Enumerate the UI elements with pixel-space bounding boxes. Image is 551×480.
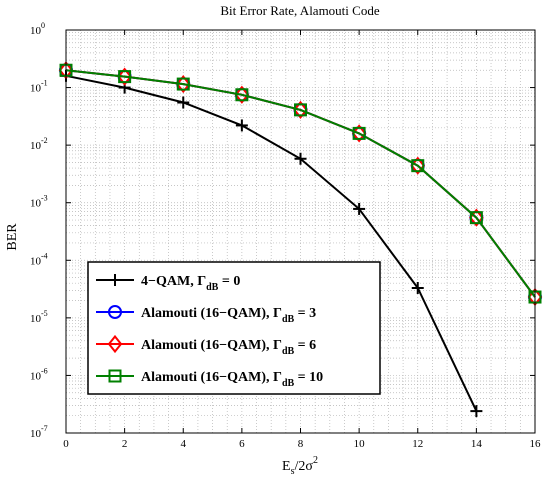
- y-tick-base: 10: [30, 140, 42, 152]
- y-tick-base: 10: [30, 313, 42, 325]
- legend-entry: Alamouti (16−QAM), ΓdB = 3: [96, 305, 316, 325]
- legend-label-sub: dB: [206, 282, 219, 293]
- legend-label-main: 4−QAM, Γ: [141, 274, 206, 289]
- y-axis-label: BER: [5, 223, 20, 251]
- x-tick-label: 0: [63, 438, 69, 450]
- y-tick-exponent: -5: [41, 309, 48, 318]
- chart-title: Bit Error Rate, Alamouti Code: [220, 3, 379, 18]
- y-tick-exponent: -4: [41, 251, 48, 260]
- legend-label-rest: = 3: [294, 306, 316, 321]
- x-axis-label-sup: 2: [313, 455, 318, 466]
- y-tick-label: 100: [30, 21, 45, 37]
- x-axis-label-rest: /2σ: [295, 459, 314, 474]
- y-tick-label: 10-4: [30, 251, 48, 267]
- x-tick-label: 10: [354, 438, 366, 450]
- y-tick-base: 10: [30, 198, 42, 210]
- y-tick-exponent: -2: [41, 136, 48, 145]
- legend-label-main: Alamouti (16−QAM), Γ: [141, 370, 282, 385]
- y-tick-exponent: -3: [41, 194, 48, 203]
- y-tick-label: 10-6: [30, 366, 48, 382]
- y-tick-base: 10: [30, 83, 42, 95]
- x-axis-label-sub: s: [291, 466, 295, 477]
- square-marker: [469, 211, 483, 225]
- series-line: [65, 74, 478, 412]
- y-tick-exponent: -7: [41, 424, 48, 433]
- y-tick-base: 10: [30, 255, 42, 267]
- square-marker: [118, 70, 132, 84]
- square-marker: [352, 126, 366, 140]
- diamond-marker: [175, 74, 191, 94]
- y-tick-exponent: -6: [41, 366, 48, 375]
- circle-marker: [108, 305, 122, 319]
- diamond-marker: [117, 67, 132, 86]
- legend-entry: Alamouti (16−QAM), ΓdB = 6: [96, 334, 316, 357]
- series-line: [65, 69, 536, 298]
- diamond-marker: [293, 100, 308, 119]
- y-tick-exponent: 0: [41, 21, 45, 30]
- square-marker: [108, 369, 122, 383]
- x-tick-label: 8: [298, 438, 304, 450]
- x-axis-label: Es/2σ2: [282, 455, 318, 477]
- x-tick-label: 14: [471, 438, 483, 450]
- legend-label-sub: dB: [282, 378, 295, 389]
- legend-label-main: Alamouti (16−QAM), Γ: [141, 306, 282, 321]
- axis-ticks: 0 2 4 6 8 10 12 14 1610010-110-210-310-410-510-6…: [30, 21, 541, 450]
- legend-label-sub: dB: [282, 314, 295, 325]
- y-tick-label: 10-7: [30, 424, 48, 440]
- square-marker: [176, 77, 190, 91]
- legend-label: Alamouti (16−QAM), ΓdB = 6: [141, 338, 316, 357]
- legend-label: Alamouti (16−QAM), ΓdB = 10: [141, 370, 323, 389]
- y-tick-label: 10-2: [30, 136, 48, 152]
- square-marker: [235, 88, 249, 102]
- y-tick-base: 10: [30, 428, 42, 440]
- legend-entry: Alamouti (16−QAM), ΓdB = 10: [96, 369, 323, 389]
- y-tick-label: 10-1: [30, 79, 48, 95]
- x-tick-label: 2: [122, 438, 128, 450]
- x-tick-label: 6: [239, 438, 245, 450]
- diamond-marker: [234, 85, 250, 104]
- y-tick-exponent: -1: [41, 79, 48, 88]
- series-lines: [58, 61, 543, 418]
- x-tick-label: 16: [530, 438, 542, 450]
- x-axis-label-main: E: [282, 459, 291, 474]
- square-marker: [294, 103, 307, 117]
- y-tick-label: 10-5: [30, 309, 48, 325]
- diamond-marker: [107, 334, 123, 354]
- legend-label-sub: dB: [282, 346, 295, 357]
- legend-label-rest: = 10: [294, 370, 323, 385]
- legend-entry: 4−QAM, ΓdB = 0: [96, 274, 240, 293]
- legend-box: [87, 261, 381, 395]
- legend-label-rest: = 6: [294, 338, 316, 353]
- x-tick-label: 4: [181, 438, 187, 450]
- legend-label-rest: = 0: [218, 274, 240, 289]
- x-tick-label: 12: [412, 438, 423, 450]
- legend-label-main: Alamouti (16−QAM), Γ: [141, 338, 282, 353]
- legend-label: 4−QAM, ΓdB = 0: [141, 274, 240, 293]
- y-tick-base: 10: [30, 25, 42, 37]
- y-tick-base: 10: [30, 370, 42, 382]
- square-marker: [411, 159, 425, 173]
- legend-label: Alamouti (16−QAM), ΓdB = 3: [141, 306, 316, 325]
- y-tick-label: 10-3: [30, 194, 48, 210]
